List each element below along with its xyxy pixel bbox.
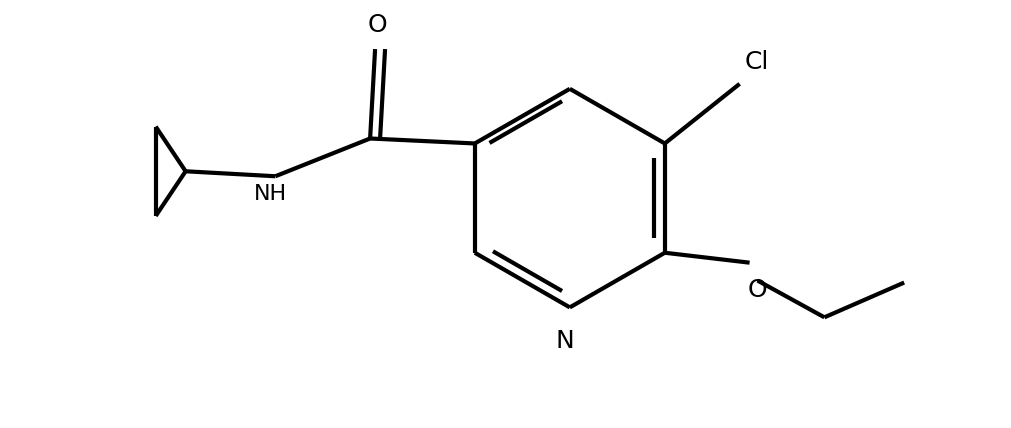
Text: NH: NH xyxy=(254,184,287,204)
Text: O: O xyxy=(747,278,766,302)
Text: O: O xyxy=(367,13,386,37)
Text: Cl: Cl xyxy=(744,50,768,74)
Text: N: N xyxy=(555,329,573,353)
